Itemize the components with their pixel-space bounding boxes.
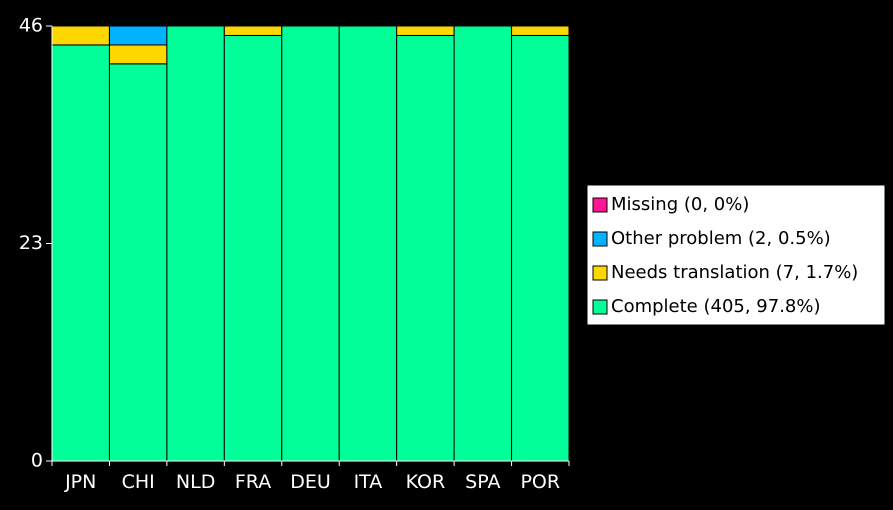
bar-chi-needs-translation bbox=[108, 44, 168, 65]
y-tick-label: 23 bbox=[19, 232, 43, 254]
x-tick-label-chi: CHI bbox=[122, 471, 155, 493]
y-tick-label: 0 bbox=[31, 450, 43, 472]
bar-fra-complete bbox=[223, 34, 283, 462]
x-tick-label-fra: FRA bbox=[235, 471, 271, 493]
bar-deu-complete bbox=[281, 25, 340, 462]
bar-por-needs-translation bbox=[511, 25, 570, 36]
bar-jpn-needs-translation bbox=[51, 25, 110, 46]
bar-fra-needs-translation bbox=[223, 25, 283, 36]
legend-label: Complete (405, 97.8%) bbox=[611, 296, 821, 317]
legend: Missing (0, 0%) Other problem (2, 0.5%) Ne… bbox=[586, 184, 886, 326]
x-tick-label-ita: ITA bbox=[354, 471, 383, 493]
x-tick-label-kor: KOR bbox=[406, 471, 446, 493]
x-tick-label-deu: DEU bbox=[290, 471, 331, 493]
legend-swatch bbox=[592, 231, 608, 247]
legend-label: Needs translation (7, 1.7%) bbox=[611, 262, 858, 283]
bar-nld-complete bbox=[166, 25, 225, 462]
bar-jpn-complete bbox=[51, 44, 110, 462]
x-tick-label-por: POR bbox=[520, 471, 560, 493]
bar-chi-other-problem bbox=[108, 25, 168, 46]
x-tick-label-jpn: JPN bbox=[64, 471, 96, 493]
bar-spa-complete bbox=[453, 25, 513, 462]
bars-group bbox=[51, 25, 570, 462]
legend-swatch bbox=[592, 265, 608, 281]
legend-label: Other problem (2, 0.5%) bbox=[611, 228, 831, 249]
bar-chi-complete bbox=[108, 63, 168, 462]
bar-ita-complete bbox=[338, 25, 398, 462]
x-tick-label-nld: NLD bbox=[176, 471, 215, 493]
x-tick-label-spa: SPA bbox=[465, 471, 500, 493]
axes-group: 0 23 46 JPN CHI NLD FRA DEU ITA KOR SPA POR bbox=[19, 15, 570, 493]
legend-label: Missing (0, 0%) bbox=[611, 194, 749, 215]
bar-kor-needs-translation bbox=[396, 25, 455, 36]
legend-swatch bbox=[592, 197, 608, 213]
bar-por-complete bbox=[511, 34, 570, 462]
bar-kor-complete bbox=[396, 34, 455, 462]
legend-box bbox=[586, 184, 886, 326]
legend-swatch bbox=[592, 299, 608, 315]
y-tick-label: 46 bbox=[19, 15, 43, 37]
